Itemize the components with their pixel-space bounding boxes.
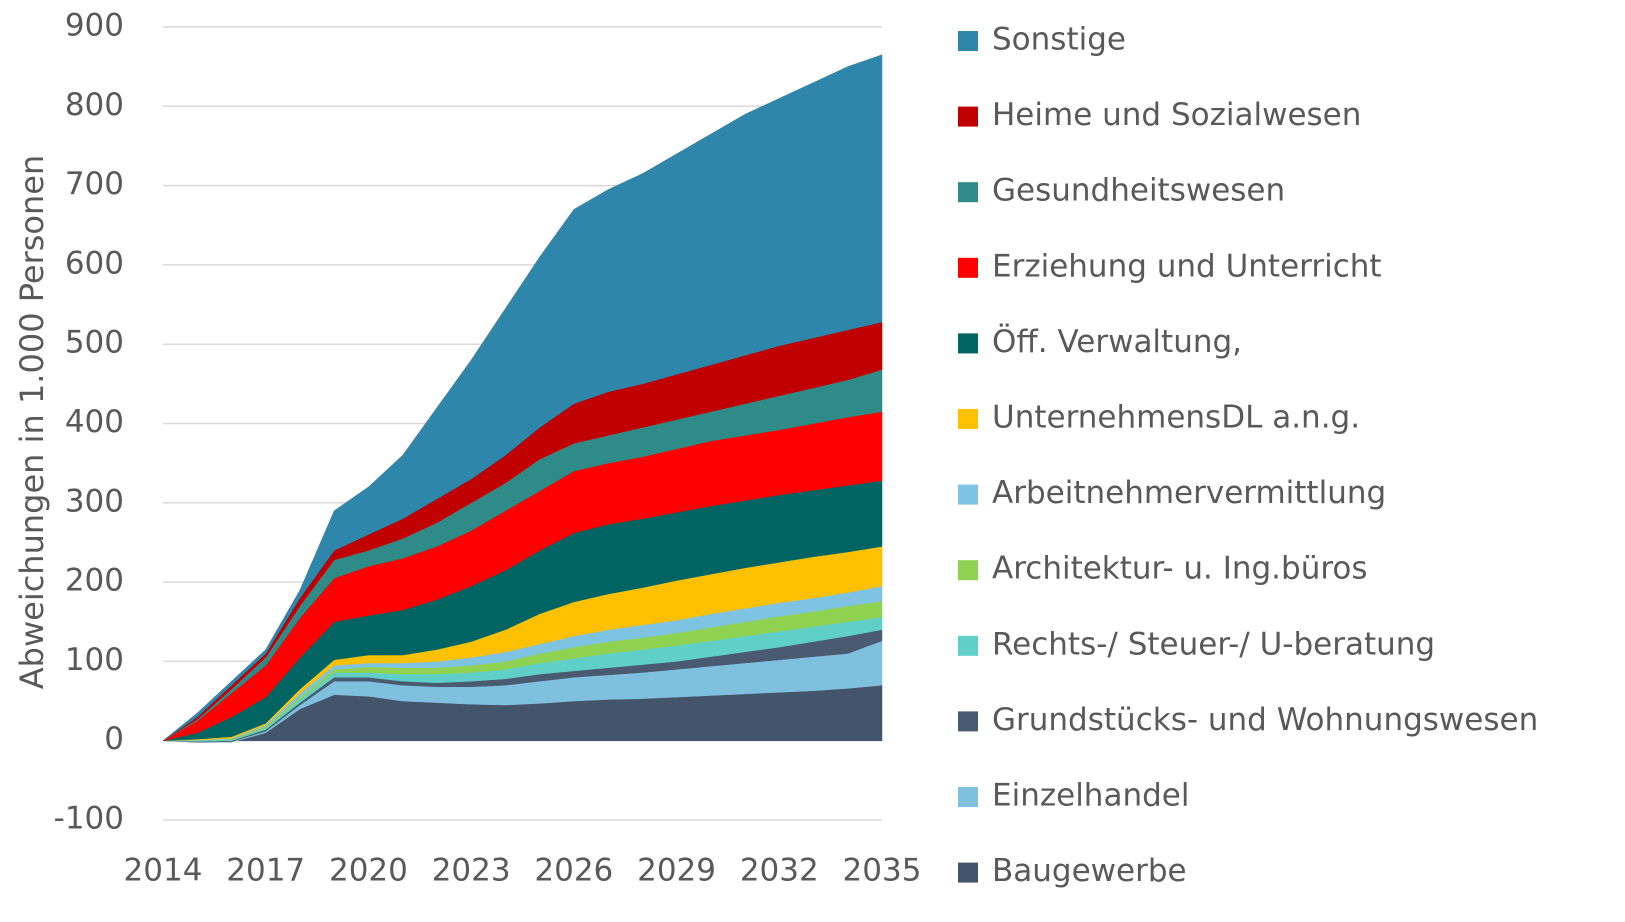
legend-label: Grundstücks- und Wohnungswesen [992, 702, 1538, 738]
legend-swatch [958, 31, 978, 51]
x-tick-label: 2020 [329, 853, 408, 889]
y-tick-label: -100 [54, 801, 124, 837]
legend-swatch [958, 409, 978, 429]
x-tick-label: 2014 [124, 853, 203, 889]
x-tick-label: 2032 [740, 853, 819, 889]
y-tick-label: 0 [104, 721, 124, 757]
y-tick-label: 100 [65, 642, 124, 678]
legend-label: Sonstige [992, 22, 1126, 58]
legend-swatch [958, 787, 978, 807]
legend-label: Architektur- u. Ing.büros [992, 551, 1368, 587]
y-axis-title: Abweichungen in 1.000 Personen [13, 155, 51, 689]
legend-label: UnternehmensDL a.n.g. [992, 400, 1360, 436]
x-tick-label: 2017 [226, 853, 305, 889]
legend-label: Erziehung und Unterricht [992, 248, 1382, 284]
x-tick-label: 2029 [637, 853, 716, 889]
legend-swatch [958, 711, 978, 732]
legend-label: Öff. Verwaltung, [992, 323, 1242, 360]
legend-label: Heime und Sozialwesen [992, 97, 1361, 133]
legend-swatch [958, 182, 978, 203]
y-tick-label: 300 [65, 483, 124, 519]
legend-swatch [958, 862, 978, 883]
y-tick-label: 400 [65, 404, 124, 440]
y-tick-label: 600 [65, 245, 124, 281]
legend-label: Arbeitnehmervermittlung [992, 475, 1386, 511]
legend-label: Gesundheitswesen [992, 173, 1285, 209]
y-tick-label: 200 [65, 563, 124, 599]
legend-swatch [958, 257, 978, 278]
y-tick-label: 900 [65, 8, 124, 44]
legend-label: Baugewerbe [992, 853, 1187, 889]
legend-swatch [958, 333, 978, 354]
legend-swatch [958, 635, 978, 656]
legend-swatch [958, 484, 978, 505]
x-tick-label: 2023 [432, 853, 511, 889]
legend-swatch [958, 106, 978, 127]
x-tick-label: 2026 [534, 853, 613, 889]
x-tick-label: 2035 [843, 853, 922, 889]
y-tick-label: 500 [65, 325, 124, 361]
y-tick-label: 700 [65, 166, 124, 202]
area [162, 54, 883, 741]
legend-swatch [958, 560, 978, 581]
legend-label: Einzelhandel [992, 778, 1189, 814]
y-tick-label: 800 [65, 87, 124, 123]
legend-label: Rechts-/ Steuer-/ U-beratung [992, 626, 1435, 662]
